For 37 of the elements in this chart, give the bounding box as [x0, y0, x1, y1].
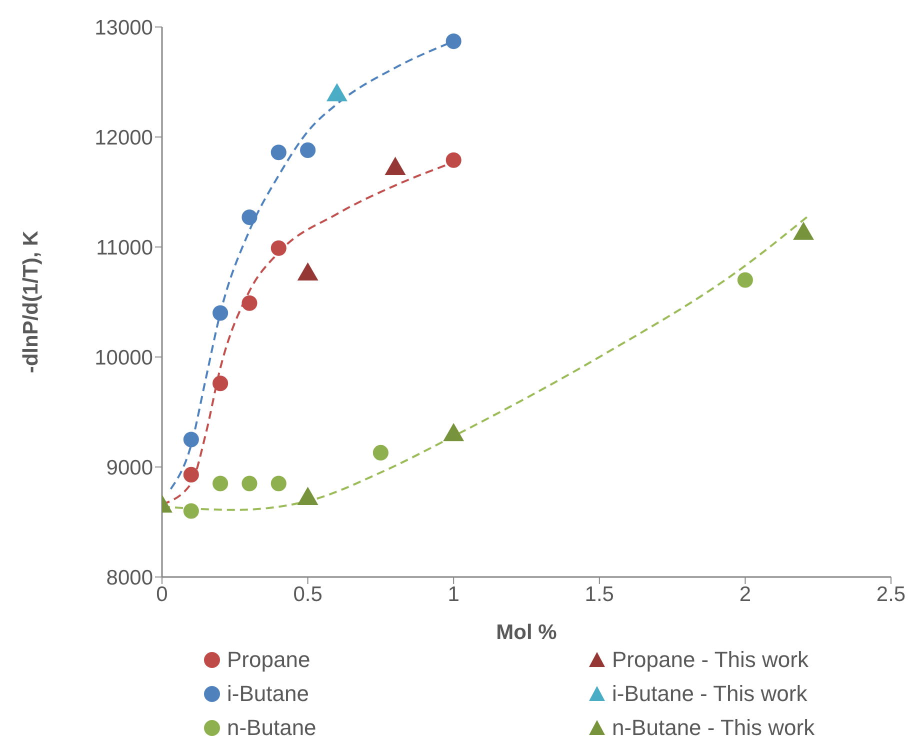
x-tick-label: 2.5	[876, 582, 906, 606]
point	[212, 305, 228, 321]
point	[242, 210, 258, 226]
legend-label: i-Butane - This work	[612, 681, 808, 707]
y-tick-label: 8000	[106, 566, 153, 590]
x-axis-title: Mol %	[496, 621, 558, 644]
point	[737, 272, 753, 288]
y-tick-label: 11000	[96, 236, 153, 260]
x-tick-label: 0.5	[293, 582, 322, 606]
x-tick-label: 1.5	[584, 582, 614, 606]
point	[242, 476, 258, 492]
x-tick-label: 2	[739, 582, 752, 606]
y-tick-label: 10000	[94, 346, 153, 370]
point	[212, 376, 228, 392]
point	[183, 503, 199, 519]
point	[270, 476, 286, 492]
point	[270, 144, 286, 160]
point	[183, 432, 199, 448]
point	[372, 444, 388, 460]
x-tick-label: 1	[448, 582, 460, 606]
point	[300, 142, 316, 158]
point	[242, 295, 258, 311]
y-axis-title: -dlnP/d(1/T), K	[19, 230, 42, 374]
point	[212, 476, 228, 492]
point	[270, 240, 286, 256]
legend-label: Propane - This work	[612, 647, 808, 673]
point	[446, 34, 462, 50]
legend-label: n-Butane	[227, 715, 316, 741]
legend-label: n-Butane - This work	[612, 715, 815, 741]
point	[183, 466, 199, 482]
y-tick-label: 13000	[94, 16, 153, 40]
x-tick-label: 0	[156, 582, 168, 606]
legend-label: Propane	[227, 647, 310, 673]
y-tick-label: 12000	[94, 126, 153, 150]
y-tick-label: 9000	[106, 456, 153, 480]
legend-label: i-Butane	[227, 681, 309, 707]
point	[446, 152, 462, 168]
